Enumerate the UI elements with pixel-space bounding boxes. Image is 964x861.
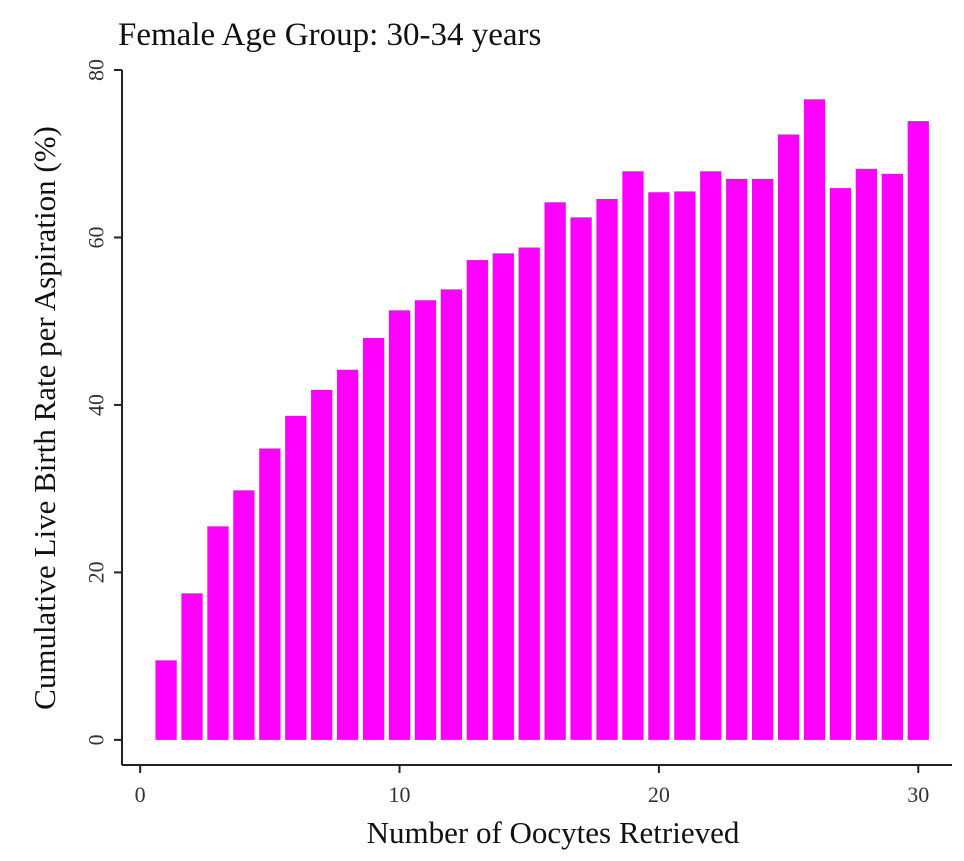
- y-tick-label-0: 0: [84, 734, 109, 745]
- chart-title: Female Age Group: 30-34 years: [118, 17, 541, 53]
- bar-17: [570, 217, 592, 740]
- x-tick-label-0: 0: [135, 782, 146, 807]
- bar-28: [855, 168, 878, 740]
- y-tick-label-60: 60: [84, 226, 109, 248]
- bar-6: [285, 415, 307, 740]
- bar-15: [518, 247, 540, 740]
- bar-27: [829, 188, 852, 740]
- bar-7: [311, 389, 333, 740]
- bar-13: [466, 260, 488, 740]
- bar-18: [596, 198, 618, 740]
- bar-14: [492, 253, 514, 740]
- bar-26: [803, 99, 826, 740]
- bars-layer: [155, 99, 929, 740]
- bar-19: [622, 171, 644, 740]
- bar-9: [362, 337, 385, 740]
- bar-11: [414, 300, 437, 740]
- x-ticks-layer: 0 10 20 30: [135, 765, 929, 807]
- bar-20: [648, 192, 670, 740]
- bar-23: [726, 178, 748, 740]
- bar-25: [777, 134, 800, 740]
- bar-21: [674, 191, 696, 740]
- y-ticks-layer: 0 20 40 60 80: [84, 59, 122, 745]
- y-tick-label-80: 80: [84, 59, 109, 81]
- x-tick-label-30: 30: [907, 782, 929, 807]
- bar-10: [388, 310, 411, 740]
- bar-16: [544, 202, 566, 740]
- bar-5: [259, 448, 281, 740]
- y-tick-label-40: 40: [84, 394, 109, 416]
- bar-30: [907, 121, 929, 740]
- x-axis-title: Number of Oocytes Retrieved: [367, 815, 740, 850]
- x-tick-label-20: 20: [648, 782, 670, 807]
- bar-4: [233, 490, 255, 740]
- bar-12: [440, 289, 463, 740]
- bar-2: [181, 593, 203, 740]
- y-tick-label-20: 20: [84, 561, 109, 583]
- bar-24: [752, 178, 774, 740]
- bar-3: [207, 526, 229, 740]
- bar-1: [155, 660, 177, 740]
- x-tick-label-10: 10: [389, 782, 411, 807]
- bar-29: [881, 173, 903, 740]
- y-axis-title: Cumulative Live Birth Rate per Aspiratio…: [27, 126, 62, 710]
- bar-8: [337, 369, 359, 740]
- bar-22: [700, 171, 722, 740]
